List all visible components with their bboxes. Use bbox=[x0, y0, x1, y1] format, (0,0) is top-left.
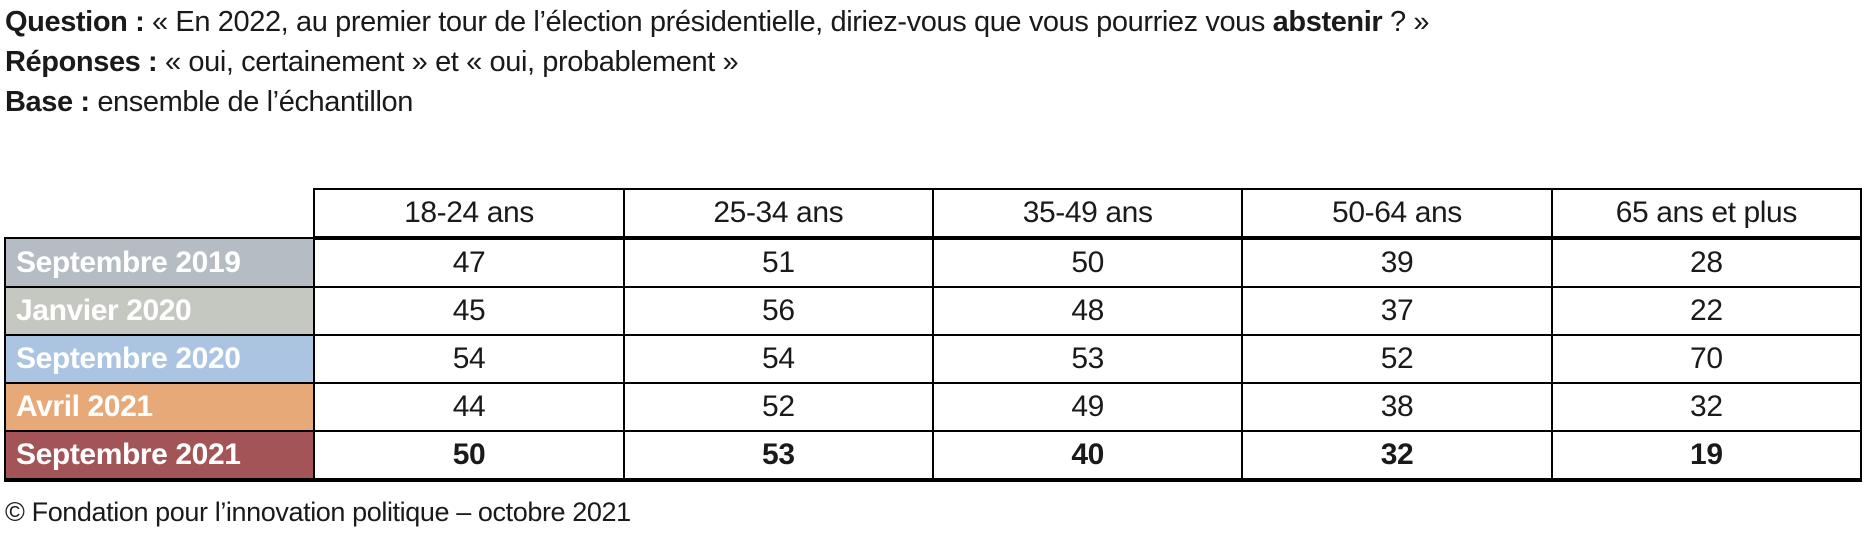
question-line: Question : « En 2022, au premier tour de… bbox=[5, 2, 1866, 42]
column-header: 65 ans et plus bbox=[1550, 188, 1863, 240]
base-text: ensemble de l’échantillon bbox=[89, 86, 413, 118]
data-cell: 39 bbox=[1241, 237, 1553, 288]
base-label: Base : bbox=[5, 86, 90, 118]
question-label: Question : bbox=[5, 6, 145, 38]
data-cell: 49 bbox=[931, 382, 1244, 432]
data-cell: 56 bbox=[622, 286, 934, 336]
data-cell: 53 bbox=[931, 334, 1244, 384]
data-cell: 22 bbox=[1550, 286, 1863, 336]
table-row: Septembre 2019 47 51 50 39 28 bbox=[3, 237, 1863, 288]
responses-line: Réponses : « oui, certainement » et « ou… bbox=[5, 42, 1866, 82]
data-cell: 50 bbox=[931, 237, 1244, 288]
data-cell: 47 bbox=[313, 237, 625, 288]
question-text-end: ? » bbox=[1382, 6, 1430, 38]
data-cell: 32 bbox=[1550, 382, 1863, 432]
data-cell: 52 bbox=[1241, 334, 1553, 384]
row-label: Septembre 2021 bbox=[3, 430, 316, 482]
column-header: 25-34 ans bbox=[622, 188, 934, 240]
data-cell: 40 bbox=[931, 430, 1244, 482]
question-bold-word: abstenir bbox=[1272, 6, 1383, 38]
data-cell: 45 bbox=[313, 286, 625, 336]
intro-text-block: Question : « En 2022, au premier tour de… bbox=[0, 0, 1866, 122]
source-credit: © Fondation pour l’innovation politique … bbox=[5, 497, 631, 527]
column-header: 50-64 ans bbox=[1241, 188, 1553, 240]
responses-label: Réponses : bbox=[5, 46, 158, 78]
data-cell: 44 bbox=[313, 382, 625, 432]
data-cell: 19 bbox=[1550, 430, 1863, 482]
data-cell: 53 bbox=[622, 430, 934, 482]
data-cell: 51 bbox=[622, 237, 934, 288]
row-label: Septembre 2019 bbox=[3, 237, 316, 288]
data-cell: 48 bbox=[931, 286, 1244, 336]
data-cell: 38 bbox=[1241, 382, 1553, 432]
data-cell: 37 bbox=[1241, 286, 1553, 336]
table-header-row: 18-24 ans 25-34 ans 35-49 ans 50-64 ans 65 a… bbox=[5, 188, 1863, 240]
data-cell: 52 bbox=[622, 382, 934, 432]
table-row: Septembre 2021 50 53 40 32 19 bbox=[3, 430, 1863, 482]
table-row: Janvier 2020 45 56 48 37 22 bbox=[3, 286, 1863, 336]
corner-empty-cell bbox=[5, 189, 315, 238]
table-row: Septembre 2020 54 54 53 52 70 bbox=[3, 334, 1863, 384]
base-line: Base : ensemble de l’échantillon bbox=[5, 82, 1866, 122]
column-header: 35-49 ans bbox=[931, 188, 1244, 240]
data-cell: 50 bbox=[313, 430, 625, 482]
data-cell: 54 bbox=[622, 334, 934, 384]
data-cell: 54 bbox=[313, 334, 625, 384]
data-cell: 70 bbox=[1550, 334, 1863, 384]
table-row: Avril 2021 44 52 49 38 32 bbox=[3, 382, 1863, 432]
data-cell: 28 bbox=[1550, 237, 1863, 288]
row-label: Avril 2021 bbox=[3, 382, 316, 432]
column-header: 18-24 ans bbox=[313, 188, 625, 240]
data-cell: 32 bbox=[1241, 430, 1553, 482]
question-text: « En 2022, au premier tour de l’élection… bbox=[144, 6, 1273, 38]
row-label: Janvier 2020 bbox=[3, 286, 316, 336]
responses-text: « oui, certainement » et « oui, probable… bbox=[157, 46, 739, 78]
abstention-by-age-table: 18-24 ans 25-34 ans 35-49 ans 50-64 ans 65 a… bbox=[3, 188, 1863, 482]
row-label: Septembre 2020 bbox=[3, 334, 316, 384]
